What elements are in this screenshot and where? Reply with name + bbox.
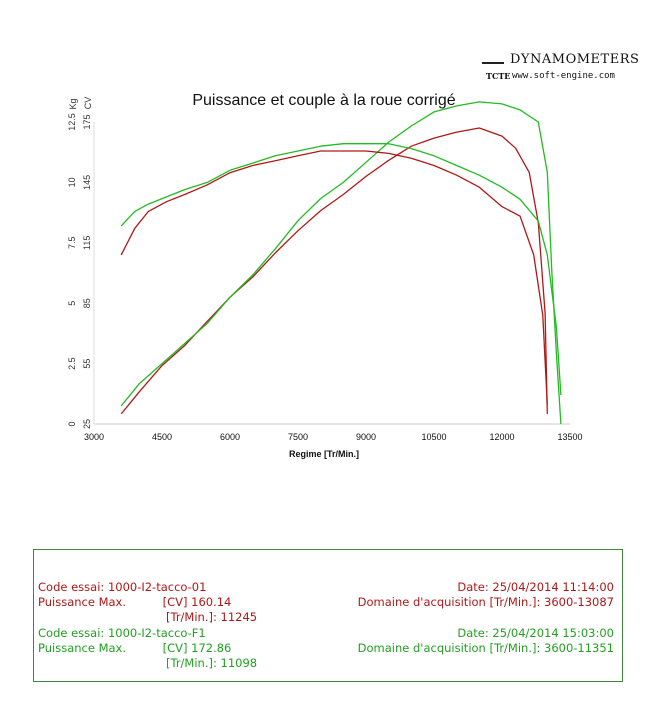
run1-domain: Domaine d'acquisition [Tr/Min.]: 3600-13… [357,595,614,609]
x-tick-label: 9000 [356,432,376,442]
brand-url: www.soft-engine.com [512,71,615,81]
torque-tick-label: 12.5 [67,113,77,131]
run1-power-label: Puissance Max. [38,595,127,609]
x-tick-label: 12000 [489,432,514,442]
x-tick-label: 10500 [421,432,446,442]
brand-logo: DYNAMOMETERS TCTE www.soft-engine.com [470,52,640,86]
run1-code-label: Code essai: [38,580,105,594]
dyno-chart: Puissance et couple à la roue corrigé Re… [67,92,583,459]
run1-rpm-label: [Tr/Min.]: [166,610,217,624]
test-info-box: Code essai: 1000-I2-tacco-01 Date: 25/04… [33,549,623,682]
x-tick-label: 4500 [152,432,172,442]
run2-date: Date: 25/04/2014 15:03:00 [457,626,614,640]
axes: 3000 4500 6000 7500 9000 10500 12000 13500 0 2.5 5… [67,113,583,442]
run1-code-value: 1000-I2-tacco-01 [107,580,207,594]
torque-tick-label: 10 [67,177,77,187]
brand-line [482,62,504,64]
power-tick-label: 25 [82,419,92,429]
run1-power-value: 160.14 [191,595,232,609]
power-tick-label: 85 [82,298,92,308]
run1-date: Date: 25/04/2014 11:14:00 [457,580,614,594]
series-group [120,101,562,425]
run2-domain: Domaine d'acquisition [Tr/Min.]: 3600-11… [357,641,614,655]
x-tick-label: 7500 [288,432,308,442]
brand-code: TCTE [486,71,511,81]
run2-power-label: Puissance Max. [38,641,127,655]
power-axis-unit: CV [83,97,93,110]
run2-power-unit: [CV] [162,641,188,655]
series-line-torque-2 [120,150,548,405]
series-line-torque-3 [120,143,562,396]
x-tick-label: 13500 [557,432,582,442]
run2-code-label: Code essai: [38,626,105,640]
torque-tick-label: 5 [67,301,77,306]
torque-tick-label: 2.5 [67,357,77,370]
torque-tick-label: 0 [67,421,77,426]
power-tick-label: 115 [82,236,92,250]
brand-name: DYNAMOMETERS [510,52,640,67]
power-tick-label: 175 [82,114,92,129]
run2-rpm-value: 11098 [220,656,258,670]
torque-tick-label: 7.5 [67,237,77,250]
run1-rpm-value: 11245 [220,610,258,624]
x-axis-label: Regime [Tr/Min.] [289,449,359,459]
series-line-power-1 [120,101,562,425]
power-tick-label: 55 [82,359,92,369]
x-tick-label: 6000 [220,432,240,442]
run2-rpm-label: [Tr/Min.]: [166,656,217,670]
x-tick-label: 3000 [84,432,104,442]
power-tick-label: 145 [82,175,92,190]
series-line-power-0 [120,127,548,415]
torque-axis-unit: Kg [68,98,78,109]
chart-title: Puissance et couple à la roue corrigé [192,92,455,109]
run2-code-value: 1000-I2-tacco-F1 [107,626,206,640]
run1-power-unit: [CV] [162,595,188,609]
run2-power-value: 172.86 [191,641,232,655]
